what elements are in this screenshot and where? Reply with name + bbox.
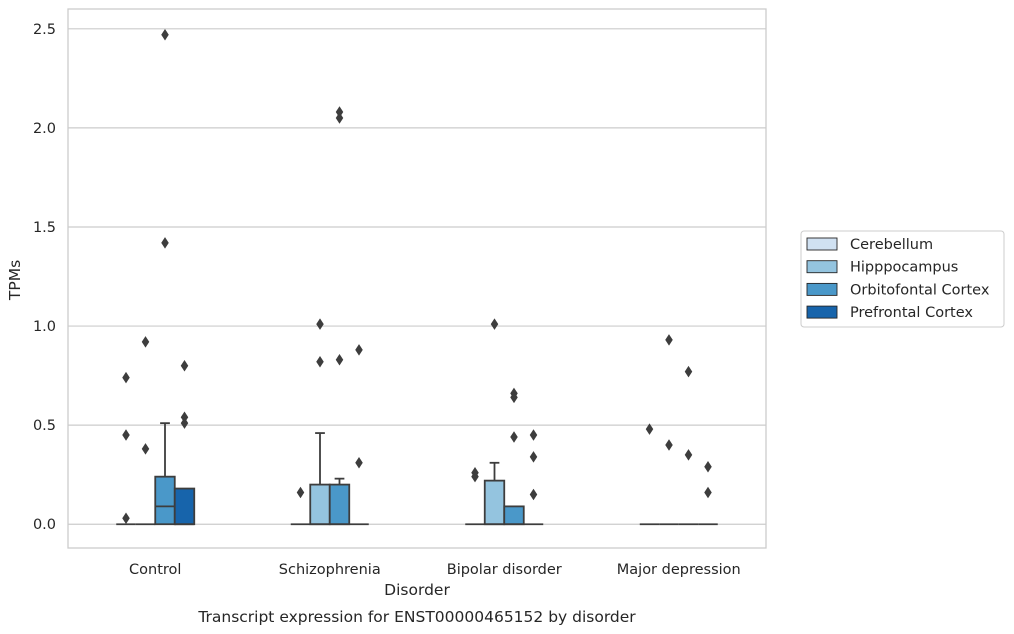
outlier-point bbox=[355, 344, 363, 356]
y-axis-label: TPMs bbox=[6, 260, 24, 301]
box-group bbox=[465, 466, 485, 526]
outlier-point bbox=[684, 365, 693, 378]
x-tick-label: Major depression bbox=[617, 562, 741, 578]
box-group bbox=[290, 486, 311, 526]
outlier-point bbox=[529, 451, 538, 463]
box-iqr bbox=[483, 479, 506, 526]
box-group bbox=[639, 423, 660, 526]
outlier-point bbox=[335, 353, 344, 366]
legend-item: Prefrontal Cortex bbox=[806, 305, 973, 321]
outlier-point bbox=[180, 359, 189, 372]
box-group bbox=[135, 336, 156, 526]
outlier-point bbox=[122, 371, 130, 384]
series-orbitofontal-cortex bbox=[154, 29, 699, 526]
legend-label: Prefrontal Cortex bbox=[850, 305, 973, 321]
legend-label: Orbitofontal Cortex bbox=[850, 282, 990, 298]
legend-swatch bbox=[806, 237, 838, 251]
outlier-point bbox=[122, 512, 130, 525]
outlier-point bbox=[122, 429, 130, 441]
y-tick-label: 2.5 bbox=[33, 22, 56, 38]
x-tick-label: Bipolar disorder bbox=[447, 562, 562, 578]
outlier-point bbox=[510, 391, 518, 404]
outlier-point bbox=[471, 470, 479, 483]
outlier-point bbox=[645, 423, 654, 435]
y-tick-label: 1.0 bbox=[33, 319, 56, 335]
box-group bbox=[116, 371, 136, 526]
y-tick-label: 0.5 bbox=[33, 418, 56, 434]
legend-item: Hipppocampus bbox=[806, 260, 958, 276]
box-series bbox=[116, 29, 718, 526]
outlier-point bbox=[141, 336, 150, 348]
box-iqr bbox=[309, 483, 331, 526]
outlier-point bbox=[316, 355, 324, 368]
legend-item: Orbitofontal Cortex bbox=[806, 282, 990, 298]
grid-lines bbox=[68, 28, 766, 525]
x-tick-label: Schizophrenia bbox=[279, 562, 381, 578]
outlier-point bbox=[141, 443, 150, 455]
outlier-point bbox=[180, 417, 189, 429]
outlier-point bbox=[704, 486, 712, 499]
box-group bbox=[349, 344, 369, 526]
y-axis-ticks: 0.0 0.5 1.0 1.5 2.0 2.5 bbox=[33, 22, 56, 533]
legend-item: Cerebellum bbox=[806, 237, 933, 253]
box-iqr bbox=[328, 483, 351, 526]
outlier-point bbox=[665, 439, 673, 451]
outlier-point bbox=[296, 486, 305, 499]
x-tick-label: Control bbox=[129, 562, 181, 578]
x-axis-ticks: Control Schizophrenia Bipolar disorder Majo… bbox=[129, 562, 741, 578]
outlier-point bbox=[665, 334, 673, 346]
box-iqr bbox=[173, 487, 196, 526]
outlier-point bbox=[510, 431, 518, 443]
box-group bbox=[173, 359, 196, 526]
box-iqr bbox=[503, 505, 525, 526]
x-axis-label: Disorder bbox=[384, 581, 450, 599]
legend-label: Hipppocampus bbox=[850, 260, 958, 276]
y-tick-label: 2.0 bbox=[33, 121, 56, 137]
y-tick-label: 1.5 bbox=[33, 220, 56, 236]
outlier-point bbox=[161, 29, 169, 41]
outlier-point bbox=[335, 112, 344, 124]
plot-area-frame bbox=[67, 8, 767, 549]
series-prefrontal-cortex bbox=[173, 344, 718, 526]
series-hipppocampus bbox=[135, 318, 679, 526]
box-group bbox=[154, 29, 176, 526]
box-group bbox=[309, 318, 331, 526]
outlier-point bbox=[161, 237, 169, 249]
box-group bbox=[503, 387, 525, 526]
box-group bbox=[523, 429, 544, 526]
box-group bbox=[659, 334, 679, 526]
box-group bbox=[483, 318, 506, 526]
box-group bbox=[678, 365, 699, 526]
outlier-point bbox=[704, 461, 712, 473]
outlier-point bbox=[490, 318, 499, 330]
series-cerebellum bbox=[116, 371, 660, 526]
outlier-point bbox=[355, 457, 363, 469]
legend-swatch bbox=[806, 305, 838, 319]
chart-caption: Transcript expression for ENST0000046515… bbox=[197, 608, 636, 626]
box-group bbox=[698, 461, 718, 526]
box-iqr bbox=[154, 475, 176, 526]
legend-swatch bbox=[806, 282, 838, 296]
outlier-point bbox=[684, 449, 693, 461]
legend: Cerebellum Hipppocampus Orbitofontal Corte… bbox=[800, 230, 1005, 328]
legend-label: Cerebellum bbox=[850, 237, 933, 253]
outlier-point bbox=[529, 488, 538, 501]
outlier-point bbox=[316, 318, 324, 330]
y-tick-label: 0.0 bbox=[33, 517, 56, 533]
outlier-point bbox=[529, 429, 538, 441]
legend-frame bbox=[800, 230, 1005, 328]
legend-swatch bbox=[806, 260, 838, 274]
box-group bbox=[328, 106, 351, 526]
